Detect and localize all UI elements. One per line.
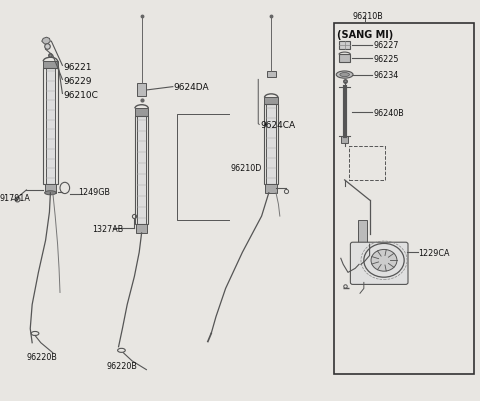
Bar xyxy=(267,72,276,78)
Bar xyxy=(334,24,474,374)
Bar xyxy=(135,109,148,116)
Text: 96240B: 96240B xyxy=(373,109,404,117)
FancyBboxPatch shape xyxy=(350,243,408,285)
Text: 96221: 96221 xyxy=(64,63,92,71)
Bar xyxy=(266,105,276,184)
Text: 9624CA: 9624CA xyxy=(260,121,295,130)
Bar xyxy=(265,184,277,193)
Text: 96210C: 96210C xyxy=(64,91,99,99)
Bar xyxy=(46,69,55,184)
Text: 96220B: 96220B xyxy=(26,352,57,361)
Text: (SANG MI): (SANG MI) xyxy=(337,30,394,40)
Bar xyxy=(136,225,147,233)
Text: 91791A: 91791A xyxy=(0,194,31,203)
Bar xyxy=(137,84,146,97)
Text: 1229CA: 1229CA xyxy=(419,248,450,257)
Bar xyxy=(137,116,146,225)
Bar xyxy=(339,55,350,63)
Bar xyxy=(341,137,348,144)
Ellipse shape xyxy=(336,72,353,79)
Polygon shape xyxy=(42,38,50,45)
Bar xyxy=(358,221,367,245)
Text: 96225: 96225 xyxy=(373,55,399,63)
Text: 1249GB: 1249GB xyxy=(78,187,110,196)
Ellipse shape xyxy=(340,73,349,77)
Text: 96229: 96229 xyxy=(64,77,92,85)
Text: 9624DA: 9624DA xyxy=(174,83,209,92)
Bar xyxy=(135,116,148,225)
Bar xyxy=(43,69,58,184)
Bar xyxy=(339,42,350,50)
Bar xyxy=(349,146,385,180)
Text: 96210D: 96210D xyxy=(230,163,262,172)
Bar xyxy=(43,62,58,69)
Text: 96220B: 96220B xyxy=(107,361,137,370)
Bar xyxy=(264,105,278,184)
Text: 96234: 96234 xyxy=(373,71,399,80)
Circle shape xyxy=(371,250,397,271)
Text: 96227: 96227 xyxy=(373,41,399,50)
Bar xyxy=(264,98,278,105)
Text: 96210B: 96210B xyxy=(353,12,384,20)
Ellipse shape xyxy=(45,191,56,195)
Text: 1327AB: 1327AB xyxy=(92,225,123,234)
Bar xyxy=(45,184,56,193)
